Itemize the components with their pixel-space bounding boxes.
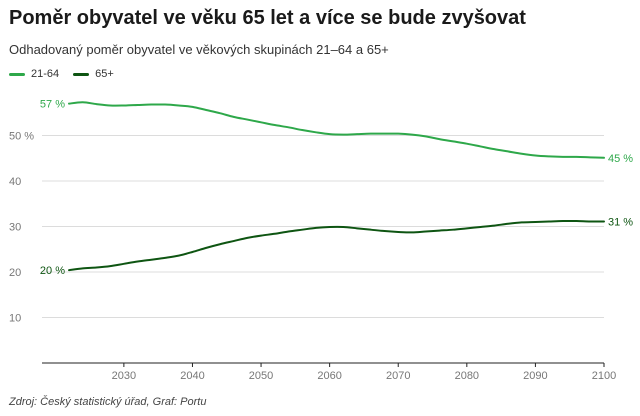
y-tick-label: 10	[9, 313, 21, 325]
legend-swatch-21-64	[9, 72, 25, 76]
end-label-65-plus: 31 %	[608, 216, 633, 228]
x-tick-label: 2050	[249, 370, 273, 382]
chart-title: Poměr obyvatel ve věku 65 let a více se …	[9, 7, 526, 29]
legend-label-21-64: 21-64	[31, 68, 60, 80]
x-tick-label: 2060	[317, 370, 341, 382]
x-tick-label: 2030	[112, 370, 136, 382]
chart-subtitle: Odhadovaný poměr obyvatel ve věkových sk…	[9, 42, 389, 57]
x-tick-label: 2070	[386, 370, 410, 382]
x-tick-label: 2080	[455, 370, 479, 382]
legend: 21-64 65+	[9, 68, 128, 80]
source-note: Zdroj: Český statistický úřad, Graf: Por…	[9, 396, 207, 408]
legend-swatch-65-plus	[73, 72, 90, 76]
legend-label-65-plus: 65+	[95, 68, 114, 80]
series-line-21-64	[68, 101, 605, 159]
x-tick-label: 2040	[180, 370, 204, 382]
y-tick-label: 30	[9, 222, 21, 234]
end-label-21-64: 45 %	[608, 153, 633, 165]
x-tick-label: 2090	[523, 370, 547, 382]
y-tick-label: 50 %	[9, 131, 34, 143]
series-line-65-plus	[68, 219, 605, 272]
x-tick-label: 2100	[592, 370, 616, 382]
legend-item-65-plus: 65+	[73, 68, 114, 80]
start-label-65-plus: 20 %	[40, 265, 65, 277]
legend-item-21-64: 21-64	[9, 68, 59, 80]
y-tick-label: 20	[9, 267, 21, 279]
y-tick-label: 40	[9, 176, 21, 188]
start-label-21-64: 57 %	[40, 99, 65, 111]
